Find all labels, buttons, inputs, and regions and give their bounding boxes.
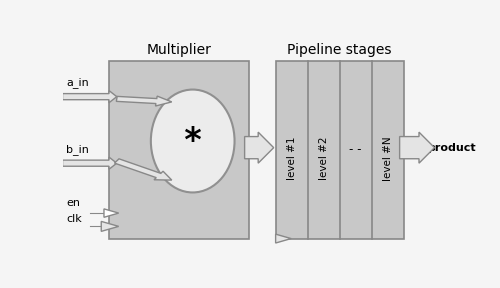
Text: - -: - - — [350, 143, 362, 156]
Text: *: * — [182, 124, 203, 158]
Text: a_in: a_in — [66, 77, 89, 88]
Text: Pipeline stages: Pipeline stages — [288, 43, 392, 57]
Text: level #1: level #1 — [286, 137, 296, 181]
Polygon shape — [400, 132, 434, 163]
Polygon shape — [104, 209, 118, 217]
Polygon shape — [116, 96, 172, 106]
Text: clk: clk — [66, 214, 82, 224]
Ellipse shape — [151, 90, 234, 192]
Polygon shape — [114, 159, 172, 180]
Text: b_in: b_in — [66, 144, 89, 155]
Polygon shape — [276, 234, 291, 243]
Text: en: en — [66, 198, 80, 208]
Polygon shape — [62, 157, 117, 169]
Text: Multiplier: Multiplier — [146, 43, 211, 57]
Text: level #2: level #2 — [318, 137, 328, 181]
Bar — [276, 61, 404, 238]
Bar — [109, 61, 248, 238]
Text: product: product — [427, 143, 476, 153]
Polygon shape — [62, 90, 117, 103]
Text: level #N: level #N — [382, 137, 392, 181]
Polygon shape — [244, 132, 274, 163]
Polygon shape — [101, 221, 118, 231]
